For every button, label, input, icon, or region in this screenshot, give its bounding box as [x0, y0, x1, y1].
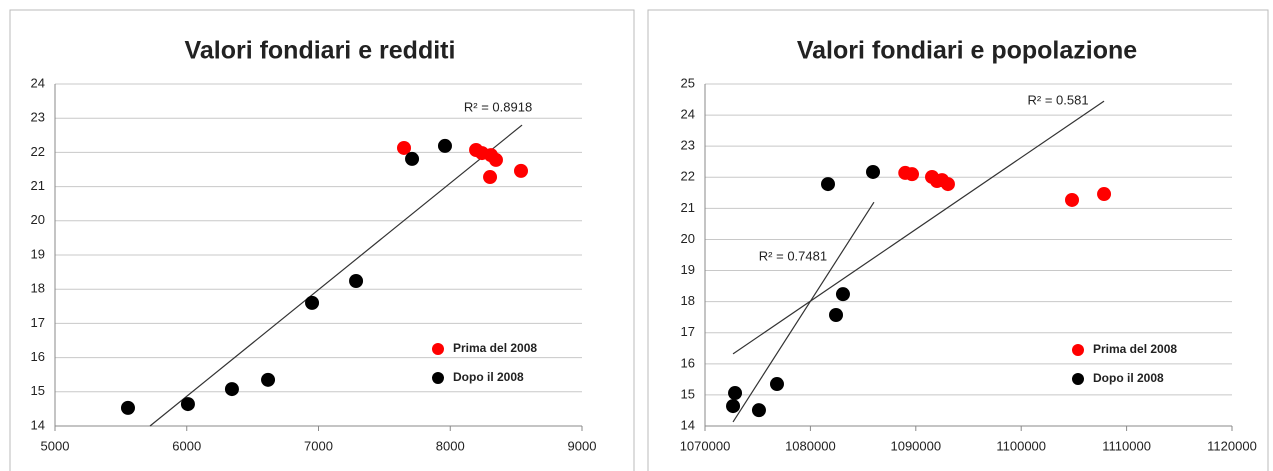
point [305, 295, 320, 310]
x-tick-label: 9000 [568, 438, 597, 453]
point [1065, 192, 1080, 207]
y-tick-label: 16 [681, 355, 695, 370]
point [751, 403, 766, 418]
point [397, 140, 412, 155]
legend-marker [432, 343, 444, 355]
point [769, 377, 784, 392]
point [405, 151, 420, 166]
point [120, 400, 135, 415]
point [728, 386, 743, 401]
point [224, 382, 239, 397]
chart-title: Valori fondiari e popolazione [797, 37, 1137, 65]
point [488, 152, 503, 167]
y-tick-label: 17 [31, 315, 45, 330]
panel-frame [647, 9, 1269, 471]
x-tick-label: 6000 [172, 438, 201, 453]
point [726, 399, 741, 414]
point [940, 177, 955, 192]
y-tick-label: 19 [681, 262, 695, 277]
r-squared-label: R² = 0.7481 [759, 249, 827, 264]
x-tick-label: 1080000 [785, 438, 836, 453]
y-tick-label: 23 [31, 110, 45, 125]
trendline [732, 100, 1105, 355]
y-tick-label: 15 [681, 386, 695, 401]
y-tick-label: 23 [681, 138, 695, 153]
y-tick-label: 17 [681, 324, 695, 339]
y-tick-label: 14 [681, 417, 695, 432]
trendline [732, 201, 875, 423]
legend-marker [1072, 344, 1084, 356]
point [905, 167, 920, 182]
legend-label: Dopo il 2008 [1093, 371, 1164, 385]
y-tick-label: 24 [681, 107, 695, 122]
y-tick-label: 19 [31, 246, 45, 261]
point [829, 308, 844, 323]
point [513, 163, 528, 178]
y-tick-label: 18 [31, 281, 45, 296]
point [866, 164, 881, 179]
y-tick-label: 20 [681, 231, 695, 246]
y-tick-label: 22 [31, 144, 45, 159]
y-tick-label: 20 [31, 212, 45, 227]
y-tick-label: 16 [31, 349, 45, 364]
x-tick-label: 5000 [41, 438, 70, 453]
point [483, 170, 498, 185]
legend-label: Prima del 2008 [1093, 342, 1177, 356]
legend-label: Dopo il 2008 [453, 370, 524, 384]
x-tick-label: 8000 [436, 438, 465, 453]
point [821, 177, 836, 192]
panel-frame [9, 9, 635, 471]
x-tick-label: 1070000 [680, 438, 731, 453]
x-tick-label: 1120000 [1207, 438, 1257, 453]
legend-label: Prima del 2008 [453, 341, 537, 355]
point [1097, 187, 1112, 202]
chart-title: Valori fondiari e redditi [185, 37, 456, 65]
r-squared-label: R² = 0.8918 [464, 99, 532, 114]
x-tick-label: 1110000 [1102, 438, 1151, 453]
legend-marker [1072, 373, 1084, 385]
point [180, 397, 195, 412]
x-tick-label: 1090000 [890, 438, 941, 453]
x-tick-label: 1100000 [996, 438, 1046, 453]
y-tick-label: 24 [31, 75, 45, 90]
point [261, 372, 276, 387]
point [349, 273, 364, 288]
y-tick-label: 18 [681, 293, 695, 308]
point [835, 287, 850, 302]
y-tick-label: 14 [31, 417, 45, 432]
y-tick-label: 22 [681, 169, 695, 184]
y-tick-label: 25 [681, 75, 695, 90]
r-squared-label: R² = 0.581 [1028, 93, 1089, 108]
y-tick-label: 21 [681, 200, 695, 215]
x-tick-label: 7000 [304, 438, 333, 453]
y-tick-label: 15 [31, 383, 45, 398]
point [437, 138, 452, 153]
legend-marker [432, 372, 444, 384]
y-tick-label: 21 [31, 178, 45, 193]
trendline [149, 124, 523, 427]
